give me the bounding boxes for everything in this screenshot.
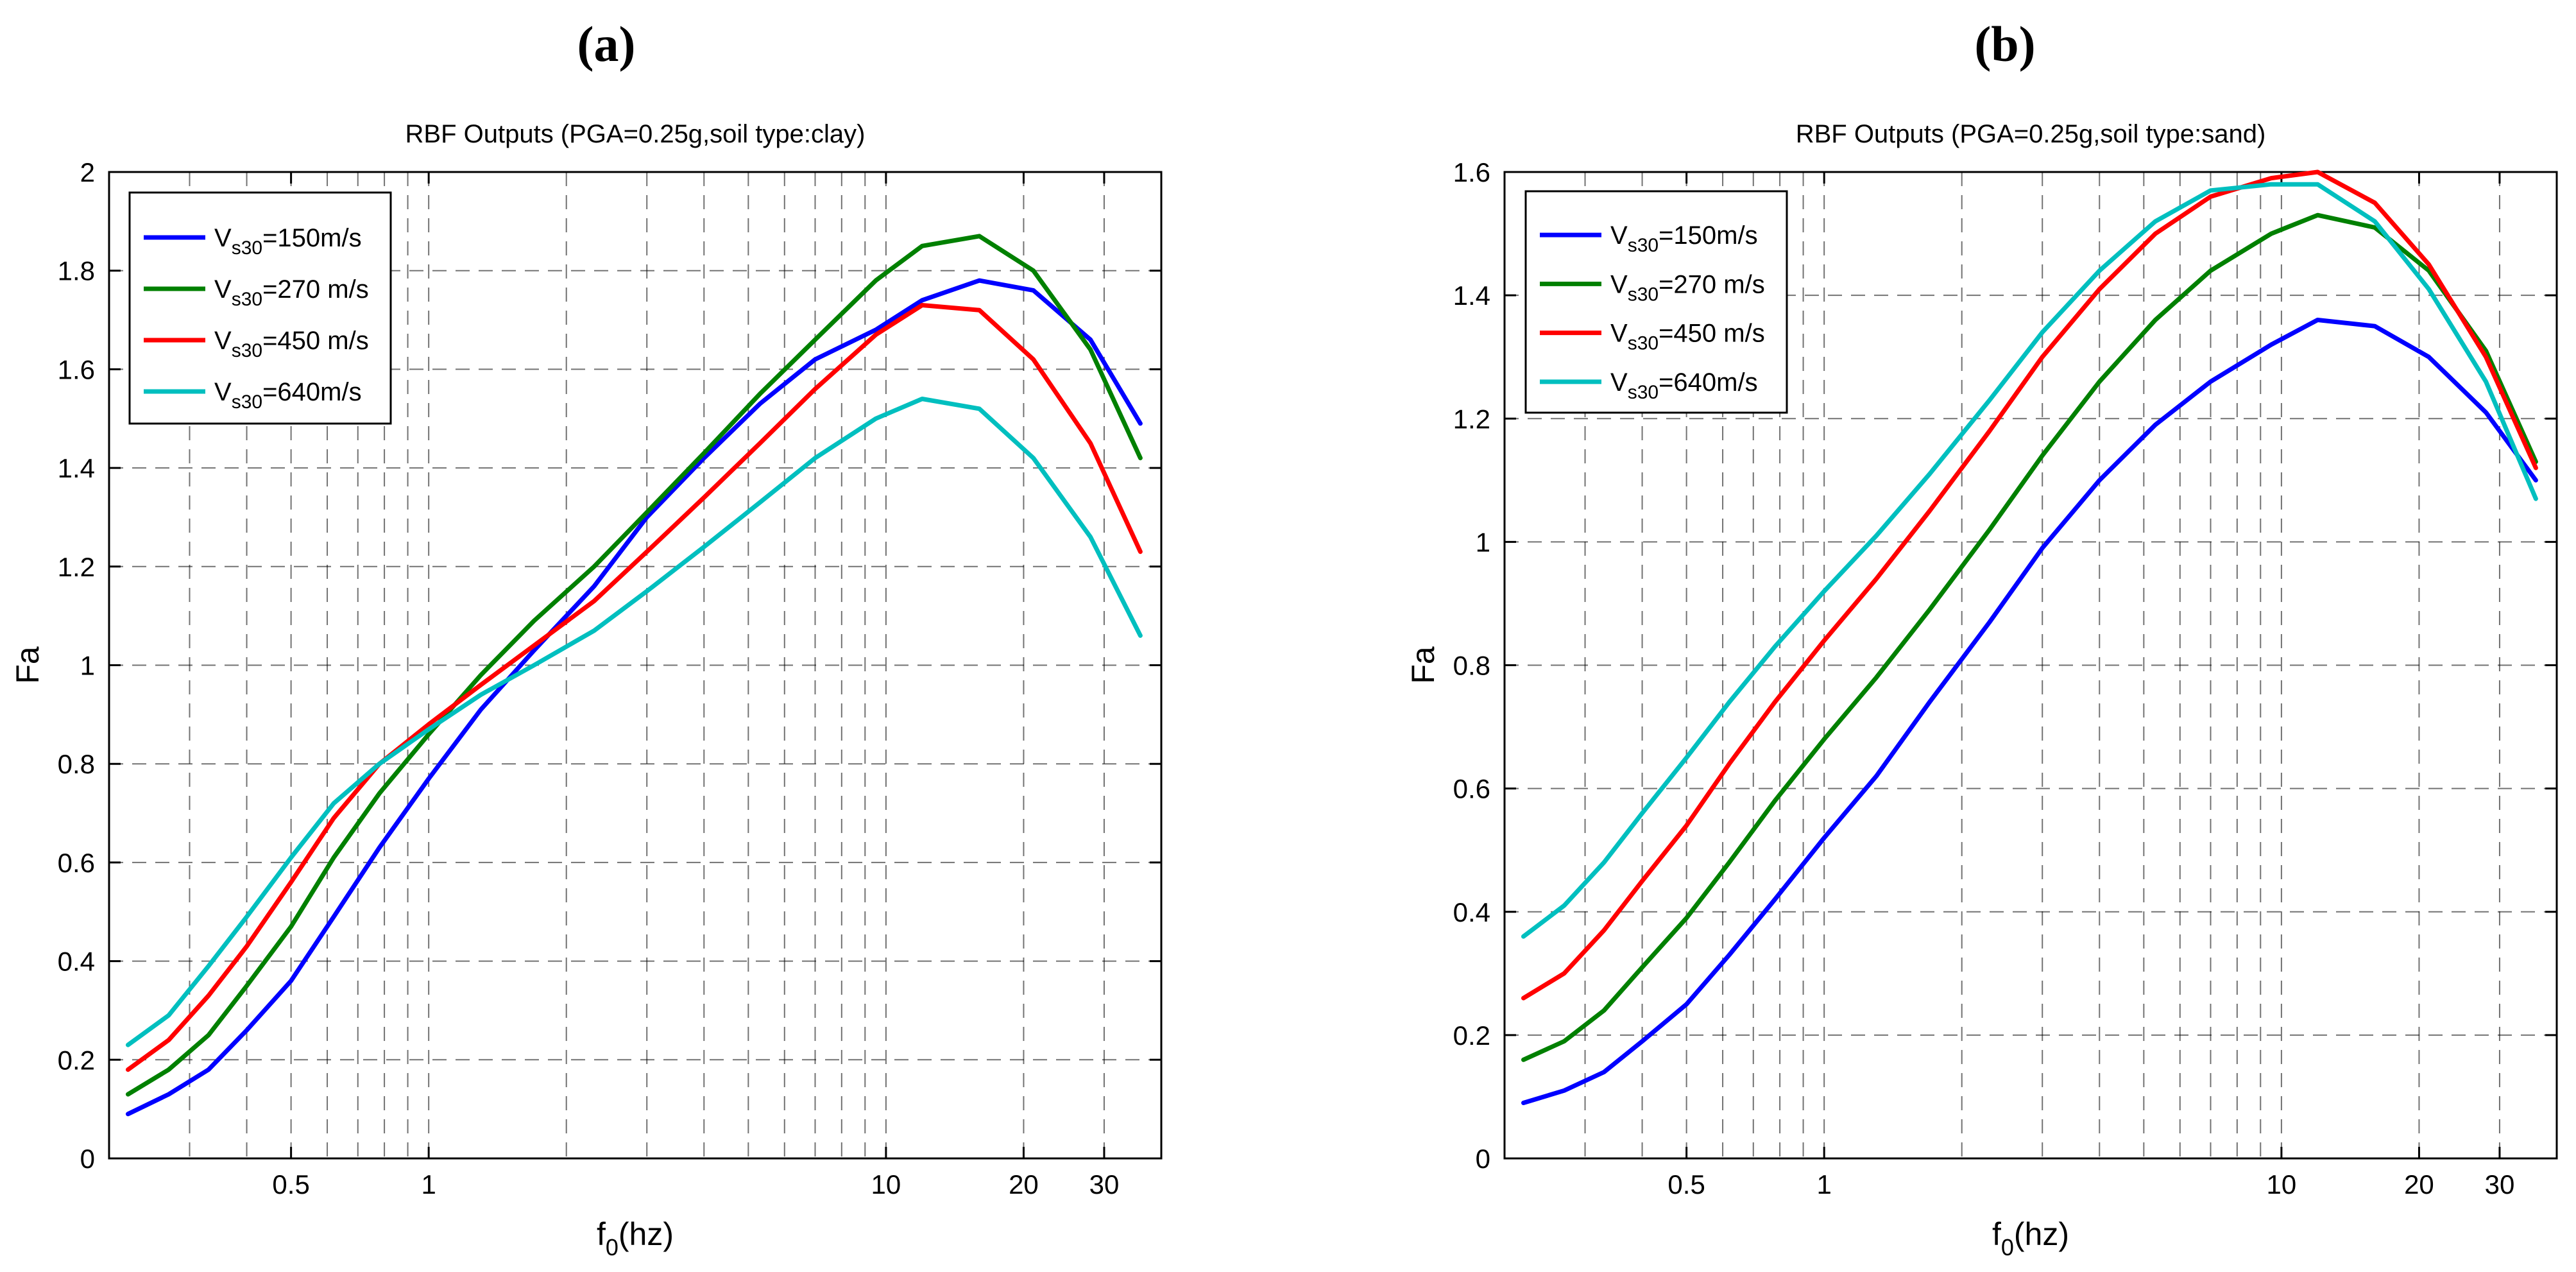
x-tick-label: 0.5 xyxy=(1668,1169,1705,1199)
y-tick-label: 0.4 xyxy=(1453,897,1490,927)
y-tick-label: 1.8 xyxy=(58,256,95,286)
x-tick-label: 30 xyxy=(2485,1169,2515,1199)
y-tick-label: 1.2 xyxy=(1453,404,1490,434)
series-line-1 xyxy=(126,278,1143,1117)
y-tick-label: 1.6 xyxy=(1453,157,1490,187)
legend-entry-base: V xyxy=(1610,368,1628,397)
x-axis-label-rest: (hz) xyxy=(2014,1216,2069,1252)
y-tick-label: 1 xyxy=(1476,527,1490,557)
x-axis-label-sub: 0 xyxy=(2001,1234,2014,1260)
legend-entry-rest: =640m/s xyxy=(262,378,362,406)
legend-entry-sub: s30 xyxy=(232,237,262,259)
legend-entry-base: V xyxy=(1610,270,1628,298)
y-tick-label: 0 xyxy=(80,1144,95,1174)
legend-entry-3: Vs30=450 m/s xyxy=(1610,320,1765,354)
legend-entry-base: V xyxy=(214,378,232,406)
legend-entry-rest: =450 m/s xyxy=(262,327,369,355)
x-axis-label-base: f xyxy=(597,1216,606,1252)
legend-entry-rest: =450 m/s xyxy=(1659,320,1765,348)
legend-entry-2: Vs30=270 m/s xyxy=(214,275,369,310)
legend-entry-sub: s30 xyxy=(1628,235,1659,256)
legend-entry-4: Vs30=640m/s xyxy=(214,378,362,413)
legend-entry-1: Vs30=150m/s xyxy=(1610,221,1758,256)
legend-entry-base: V xyxy=(214,275,232,304)
legend-entry-sub: s30 xyxy=(1628,284,1659,305)
series-line-2 xyxy=(126,234,1143,1097)
legend-entry-sub: s30 xyxy=(232,289,262,310)
y-tick-label: 0.6 xyxy=(58,848,95,878)
series-line-3 xyxy=(1521,169,2538,1001)
series-line-1 xyxy=(1521,318,2538,1105)
y-tick-label: 0.8 xyxy=(1453,651,1490,681)
x-axis-label-sub: 0 xyxy=(606,1234,618,1260)
chart-title: RBF Outputs (PGA=0.25g,soil type:clay) xyxy=(405,120,866,148)
legend-entry-rest: =270 m/s xyxy=(1659,270,1765,298)
legend-entry-4: Vs30=640m/s xyxy=(1610,368,1758,403)
y-axis-label: Fa xyxy=(1405,646,1441,684)
y-tick-label: 0.6 xyxy=(1453,774,1490,804)
x-axis-label-base: f xyxy=(1992,1216,2001,1252)
panel-label: (b) xyxy=(1974,16,2035,72)
x-axis-label: f0(hz) xyxy=(597,1216,674,1260)
x-tick-label: 20 xyxy=(2404,1169,2434,1199)
panel-label: (a) xyxy=(577,16,636,72)
series-line-4 xyxy=(126,397,1143,1047)
x-axis-label-rest: (hz) xyxy=(618,1216,674,1252)
y-tick-label: 1 xyxy=(80,651,95,681)
chart-title: RBF Outputs (PGA=0.25g,soil type:sand) xyxy=(1796,120,2266,148)
legend-entry-sub: s30 xyxy=(232,340,262,361)
y-tick-label: 0.2 xyxy=(1453,1020,1490,1051)
x-tick-label: 1 xyxy=(421,1169,436,1199)
y-tick-label: 2 xyxy=(80,157,95,187)
legend-entry-1: Vs30=150m/s xyxy=(214,224,362,259)
x-tick-label: 30 xyxy=(1089,1169,1120,1199)
y-tick-label: 1.6 xyxy=(58,354,95,384)
legend-entry-2: Vs30=270 m/s xyxy=(1610,270,1765,305)
y-axis-label: Fa xyxy=(10,646,46,684)
x-tick-label: 10 xyxy=(2267,1169,2297,1199)
legend-entry-base: V xyxy=(214,224,232,252)
x-tick-label: 10 xyxy=(871,1169,901,1199)
legend-entry-sub: s30 xyxy=(232,391,262,413)
series-line-4 xyxy=(1521,182,2538,939)
y-tick-label: 0.2 xyxy=(58,1045,95,1075)
x-tick-label: 1 xyxy=(1816,1169,1831,1199)
legend-entry-rest: =640m/s xyxy=(1659,368,1758,397)
x-tick-label: 0.5 xyxy=(272,1169,309,1199)
legend-entry-rest: =150m/s xyxy=(262,224,362,252)
legend-entry-rest: =270 m/s xyxy=(262,275,369,304)
y-tick-label: 1.4 xyxy=(58,453,95,483)
y-tick-label: 1.2 xyxy=(58,552,95,582)
y-tick-label: 0.8 xyxy=(58,749,95,779)
x-tick-label: 20 xyxy=(1009,1169,1039,1199)
x-axis-label: f0(hz) xyxy=(1992,1216,2069,1260)
legend-entry-sub: s30 xyxy=(1628,382,1659,403)
legend-box xyxy=(1524,190,1788,414)
y-tick-label: 0.4 xyxy=(58,947,95,977)
series-line-2 xyxy=(1521,212,2538,1062)
legend-box xyxy=(128,191,392,425)
legend-entry-sub: s30 xyxy=(1628,333,1659,354)
series-line-3 xyxy=(126,303,1143,1072)
chart-panel-b: 0 0.2 0.4 0.6 0.8 1 1.2 1.4 1.6 0.5 1 10 20 30 RBF Out… xyxy=(1405,16,2558,1260)
chart-panel-a: 0 0.2 0.4 0.6 0.8 1 1.2 1.4 1.6 1.8 2 0.5 1 10 20 30 RBF… xyxy=(10,16,1163,1260)
legend-entry-base: V xyxy=(1610,320,1628,348)
y-tick-label: 1.4 xyxy=(1453,280,1490,311)
legend-entry-base: V xyxy=(214,327,232,355)
legend-entry-base: V xyxy=(1610,221,1628,250)
legend-entry-3: Vs30=450 m/s xyxy=(214,327,369,361)
y-tick-label: 0 xyxy=(1476,1144,1490,1174)
legend-entry-rest: =150m/s xyxy=(1659,221,1758,250)
